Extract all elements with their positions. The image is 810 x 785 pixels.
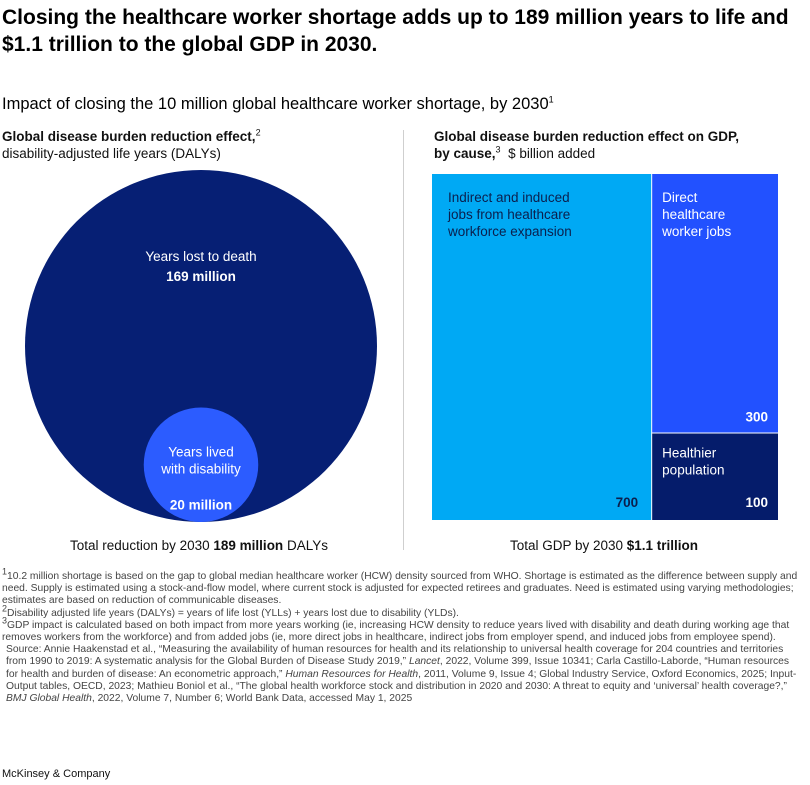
source-note: Source: Annie Haakenstad et al., “Measur… bbox=[2, 644, 802, 705]
total-value: 189 million bbox=[213, 538, 284, 553]
footnote-ref: 2 bbox=[255, 127, 261, 138]
right-heading-bold: Global disease burden reduction effect o… bbox=[434, 129, 740, 144]
page-title: Closing the healthcare worker shortage a… bbox=[2, 6, 789, 56]
total-label: Total GDP by 2030 bbox=[509, 538, 624, 553]
label-healthier-population: Healthier bbox=[662, 446, 717, 461]
right-heading-bold-2: by cause, bbox=[434, 146, 496, 161]
right-heading-unit: $ billion added bbox=[508, 146, 596, 161]
dalys-circle-chart: Years lost to death 169 million Years live… bbox=[25, 170, 377, 522]
footnote-2: 2Disability adjusted life years (DALYs) … bbox=[2, 603, 459, 619]
source-journal: BMJ Global Health bbox=[6, 693, 92, 705]
value-years-lost-to-death: 169 million bbox=[166, 269, 236, 284]
source-text: Source: Annie Haakenstad et al., “Measur… bbox=[6, 644, 784, 668]
value-direct-healthcare-jobs: 300 bbox=[745, 410, 768, 425]
label-years-lived-with-disability: Years lived bbox=[168, 445, 234, 460]
footnote-3: 3GDP impact is calculated based on both … bbox=[2, 615, 790, 644]
label-direct-healthcare-jobs: healthcare bbox=[662, 207, 725, 222]
footnote-1: 110.2 million shortage is based on the g… bbox=[2, 566, 798, 607]
footnote-ref: 1 bbox=[548, 94, 554, 105]
footnotes: 110.2 million shortage is based on the g… bbox=[2, 566, 802, 705]
right-panel-heading: Global disease burden reduction effect o… bbox=[434, 128, 804, 162]
panel-divider bbox=[403, 130, 404, 550]
label-years-lost-to-death: Years lost to death bbox=[145, 249, 256, 264]
source-journal: Human Resources for Health bbox=[285, 668, 419, 680]
left-heading-unit: disability-adjusted life years (DALYs) bbox=[2, 146, 221, 161]
label-indirect-induced-jobs: workforce expansion bbox=[447, 224, 572, 239]
label-healthier-population: population bbox=[662, 463, 724, 478]
subtitle-text: Impact of closing the 10 million global … bbox=[2, 95, 549, 113]
source-text: , 2022, Volume 7, Number 6; World Bank D… bbox=[91, 693, 413, 705]
value-years-lived-with-disability: 20 million bbox=[170, 498, 232, 513]
brand-logo-text: McKinsey & Company bbox=[2, 768, 111, 780]
block-direct-healthcare-jobs bbox=[652, 174, 778, 433]
total-unit: DALYs bbox=[286, 538, 328, 553]
value-indirect-induced-jobs: 700 bbox=[616, 495, 639, 510]
total-label: Total reduction by 2030 bbox=[70, 538, 210, 553]
gdp-mekko-chart: Indirect and induced jobs from healthcare… bbox=[432, 174, 778, 520]
left-panel-heading: Global disease burden reduction effect,2… bbox=[2, 128, 382, 162]
label-indirect-induced-jobs: Indirect and induced bbox=[448, 190, 570, 205]
block-healthier-population bbox=[652, 433, 778, 520]
label-indirect-induced-jobs: jobs from healthcare bbox=[447, 207, 570, 222]
circle-years-lived-with-disability bbox=[143, 407, 259, 522]
block-indirect-induced-jobs bbox=[432, 174, 652, 520]
label-direct-healthcare-jobs: worker jobs bbox=[661, 224, 731, 239]
total-dalys: Total reduction by 2030 189 million DALY… bbox=[0, 538, 398, 553]
circle-years-lost-to-death bbox=[25, 170, 377, 522]
label-direct-healthcare-jobs: Direct bbox=[662, 190, 698, 205]
label-years-lived-with-disability: with disability bbox=[160, 462, 241, 477]
left-heading-bold: Global disease burden reduction effect, bbox=[2, 129, 256, 144]
footnote-3-text: GDP impact is calculated based on both i… bbox=[2, 619, 790, 644]
total-gdp: Total GDP by 2030 $1.1 trillion bbox=[432, 538, 776, 553]
footnote-2-text: Disability adjusted life years (DALYs) =… bbox=[7, 607, 459, 619]
source-journal: Lancet bbox=[408, 656, 440, 668]
footnote-1-text: 10.2 million shortage is based on the ga… bbox=[2, 571, 798, 607]
source-text: , 2011, Volume 9, Issue 4; Global Indust… bbox=[6, 668, 797, 692]
source-text: , 2022, Volume 399, Issue 10341; Carla C… bbox=[6, 656, 790, 680]
chart-subtitle: Impact of closing the 10 million global … bbox=[2, 94, 554, 114]
total-value: $1.1 trillion bbox=[626, 538, 699, 553]
value-healthier-population: 100 bbox=[745, 495, 768, 510]
footnote-ref: 3 bbox=[495, 144, 501, 155]
